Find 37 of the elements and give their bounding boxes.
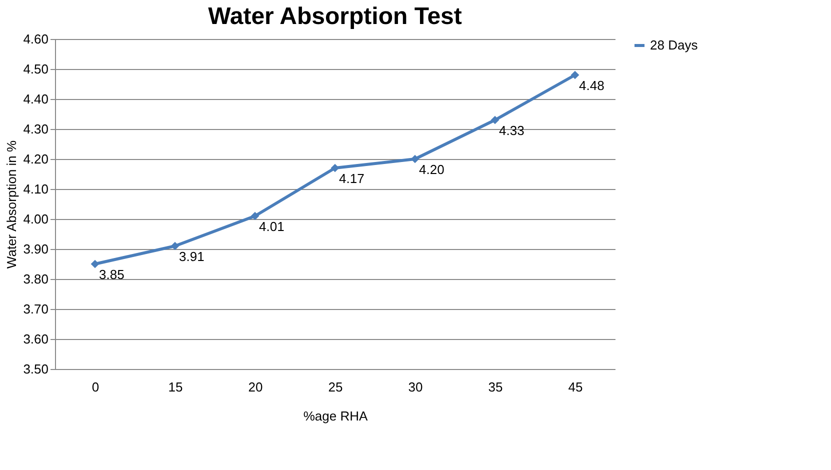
point bbox=[330, 164, 340, 172]
point bbox=[250, 212, 260, 220]
x-tick-label: 20 bbox=[248, 380, 263, 394]
point bbox=[410, 154, 420, 164]
data-label: 4.17 bbox=[339, 171, 364, 186]
data-label: 4.20 bbox=[419, 162, 444, 177]
point bbox=[90, 260, 100, 268]
x-tick-label: 45 bbox=[568, 380, 583, 394]
point bbox=[490, 116, 500, 124]
y-tick-label: 3.80 bbox=[23, 272, 48, 286]
y-tick-label: 4.60 bbox=[23, 32, 48, 46]
y-tick-label: 4.30 bbox=[23, 122, 48, 136]
data-label: 4.01 bbox=[259, 219, 284, 234]
x-tick-label: 25 bbox=[328, 380, 343, 394]
y-tick-label: 4.10 bbox=[23, 182, 48, 196]
data-label: 4.48 bbox=[579, 78, 604, 93]
x-axis-title: %age RHA bbox=[303, 408, 368, 424]
y-axis-title: Water Absorption in % bbox=[4, 140, 20, 269]
x-tick-label: 0 bbox=[92, 380, 100, 394]
x-tick-label: 15 bbox=[168, 380, 183, 394]
point bbox=[570, 70, 580, 80]
y-tick-label: 4.40 bbox=[23, 92, 48, 106]
y-tick-label: 3.60 bbox=[23, 332, 48, 346]
y-tick-label: 4.50 bbox=[23, 62, 48, 76]
y-tick-label: 3.50 bbox=[23, 362, 48, 376]
data-label: 3.85 bbox=[99, 267, 124, 282]
legend-label: 28 Days bbox=[650, 38, 698, 52]
x-tick-label: 30 bbox=[408, 380, 423, 394]
y-tick-label: 3.90 bbox=[23, 242, 48, 256]
x-tick-label: 35 bbox=[488, 380, 503, 394]
data-label: 4.33 bbox=[499, 123, 524, 138]
chart-title: Water Absorption Test bbox=[208, 3, 462, 30]
point bbox=[170, 242, 180, 250]
y-tick-label: 4.00 bbox=[23, 212, 48, 226]
y-tick-label: 3.70 bbox=[23, 302, 48, 316]
y-tick-label: 4.20 bbox=[23, 152, 48, 166]
data-label: 3.91 bbox=[179, 249, 204, 264]
